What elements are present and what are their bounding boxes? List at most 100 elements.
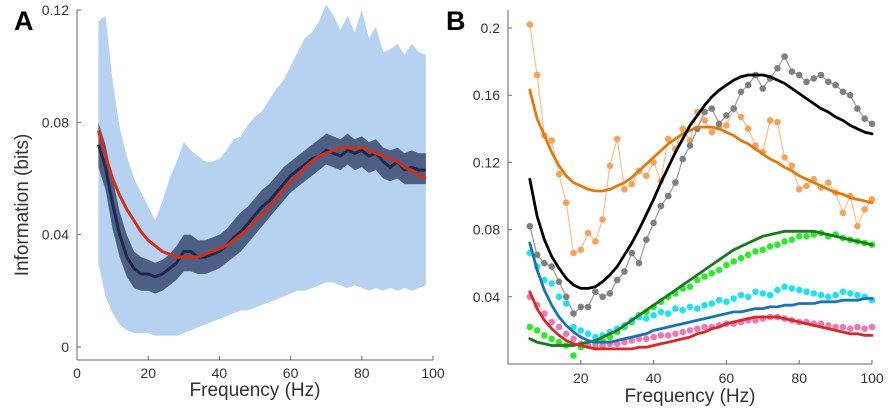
panel-b-series-4-point — [643, 335, 650, 343]
panel-b-series-0-point — [825, 179, 832, 186]
panel-b-series-0-point — [839, 209, 847, 217]
panel-b-series-0-point — [701, 117, 708, 124]
panel-b-series-0-point — [795, 186, 803, 193]
panel-b-series-0-point — [613, 135, 621, 143]
panel-b-series-1-point — [701, 108, 708, 116]
panel-a-y-tick-label: 0.12 — [42, 2, 69, 18]
panel-b-series-1-point — [584, 303, 592, 311]
panel-b-series-3-point — [694, 305, 701, 312]
panel-b-series-2-point — [533, 327, 541, 334]
panel-b-series-3-point — [664, 310, 672, 317]
panel-b-series-2-point — [548, 335, 555, 343]
panel-b-x-tick-label: 40 — [646, 370, 662, 386]
panel-b-series-1-point — [592, 288, 599, 296]
panel-b-series-1-point — [541, 259, 548, 267]
panel-b-series-4-point — [868, 323, 876, 331]
panel-b-series-2-point — [752, 248, 759, 255]
panel-b-series-0-point — [766, 117, 774, 124]
panel-b-series-3-point — [570, 323, 577, 331]
panel-b-series-2-point — [701, 273, 708, 280]
panel-b-series-3-point — [657, 308, 665, 316]
panel-b-series-1-point — [577, 303, 585, 311]
panel-b-series-3-point — [577, 327, 585, 334]
panel-b-series-2-point — [570, 352, 577, 359]
panel-b-series-0-point — [774, 118, 781, 126]
panel-b-series-3-point — [555, 293, 563, 301]
panel-b-series-0-point — [584, 229, 592, 237]
panel-b-series-1-point — [868, 120, 876, 128]
panel-b-x-axis-label: Frequency (Hz) — [625, 386, 756, 407]
panel-b-series-1-point — [832, 81, 839, 89]
panel-b-series-3-point — [810, 290, 818, 297]
panel-b-series-3-point — [723, 298, 730, 306]
panel-b-series-3-point — [584, 330, 592, 338]
panel-b-series-2-point — [694, 276, 701, 284]
panel-a-y-tick-label: 0.08 — [42, 114, 69, 130]
panel-b-series-4 — [526, 293, 876, 351]
panel-b-series-0-point — [599, 216, 606, 223]
panel-b-series-2-point — [708, 270, 716, 277]
panel-a-x-axis-label: Frequency (Hz) — [190, 380, 321, 401]
panel-b-series-1-point — [730, 105, 737, 112]
panel-b-series-0-point — [577, 246, 585, 254]
panel-b-series-2-point — [759, 246, 767, 254]
panel-b-series-1-point — [854, 105, 861, 112]
panel-b-series-0-point — [803, 182, 810, 190]
panel-b-series-1-point — [548, 263, 555, 270]
panel-b-series-0-fit-line — [528, 88, 874, 205]
panel-b-series-0-point — [788, 162, 796, 170]
panel-b-series-3-point — [752, 288, 759, 296]
panel-b-series-1-point — [657, 202, 665, 210]
panel-b-series-3-point — [686, 303, 694, 311]
panel-b-series-2-point — [766, 243, 774, 250]
panel-b-series-0-point — [643, 172, 650, 180]
panel-a-x-tick-label: 40 — [212, 365, 228, 381]
panel-b-series-1-point — [664, 192, 672, 200]
panel-b-series-4-point — [846, 325, 854, 333]
panel-b-series-2-point — [774, 241, 781, 248]
panel-b-series-1-point — [861, 115, 868, 122]
panel-a-y-tick-label: 0 — [61, 339, 69, 355]
panel-b-y-tick-label: 0.16 — [473, 87, 500, 103]
panel-b-series-2-point — [526, 323, 534, 331]
panel-a: A 0 0.04 0.08 0.12 0 20 40 60 80 100 Frequency (H… — [12, 2, 445, 401]
panel-b-series-1-point — [795, 71, 803, 79]
panel-b-x-tick-label: 80 — [791, 370, 807, 386]
panel-b-series-1-point — [635, 259, 643, 267]
panel-b-y-tick-label: 0.2 — [481, 20, 501, 36]
panel-b-series-1-point — [723, 112, 730, 119]
panel-b-series-0-point — [526, 21, 534, 28]
panel-b-series-3-point — [715, 296, 723, 304]
panel-b-series-3-point — [774, 286, 781, 294]
panel-b-series-3 — [526, 249, 876, 341]
panel-b-series-1-point — [825, 78, 832, 86]
panel-b-series-1-point — [810, 75, 818, 82]
panel-b-x-tick-label: 20 — [573, 370, 589, 386]
panel-b-series-0-connector — [529, 24, 873, 254]
panel-a-y-axis-label: Information (bits) — [12, 134, 33, 277]
panel-b-series-3-point — [839, 288, 847, 296]
panel-b-series-0-point — [621, 186, 628, 193]
panel-b-series-1-point — [650, 219, 657, 227]
panel-a-fit-line — [96, 130, 427, 259]
panel-b-series-4-point — [672, 330, 679, 338]
panel-a-x-tick-label: 60 — [283, 365, 299, 381]
panel-b-y-tick-label: 0.08 — [473, 222, 500, 238]
panel-b-series-2-point — [795, 233, 803, 240]
panel-b-series-1-point — [526, 222, 534, 230]
panel-b-series-0-point — [664, 135, 672, 143]
panel-b-series-4-point — [854, 323, 861, 331]
panel-b-series-1-point — [643, 236, 650, 243]
panel-a-mean-line — [96, 144, 426, 279]
panel-b-series-4-point — [694, 325, 701, 333]
panel-b-series-0-point — [570, 249, 577, 257]
panel-b-series-1-point — [744, 81, 752, 89]
panel-b-series-1-point — [817, 71, 825, 79]
panel-b-series-3-point — [795, 286, 803, 294]
panel-b-series-1-point — [788, 68, 796, 75]
panel-b-series-3-point — [737, 291, 745, 299]
panel-b-series-2-point — [781, 238, 788, 245]
panel-b-x-tick-label: 60 — [719, 370, 735, 386]
panel-b-series-1-point — [781, 53, 788, 60]
